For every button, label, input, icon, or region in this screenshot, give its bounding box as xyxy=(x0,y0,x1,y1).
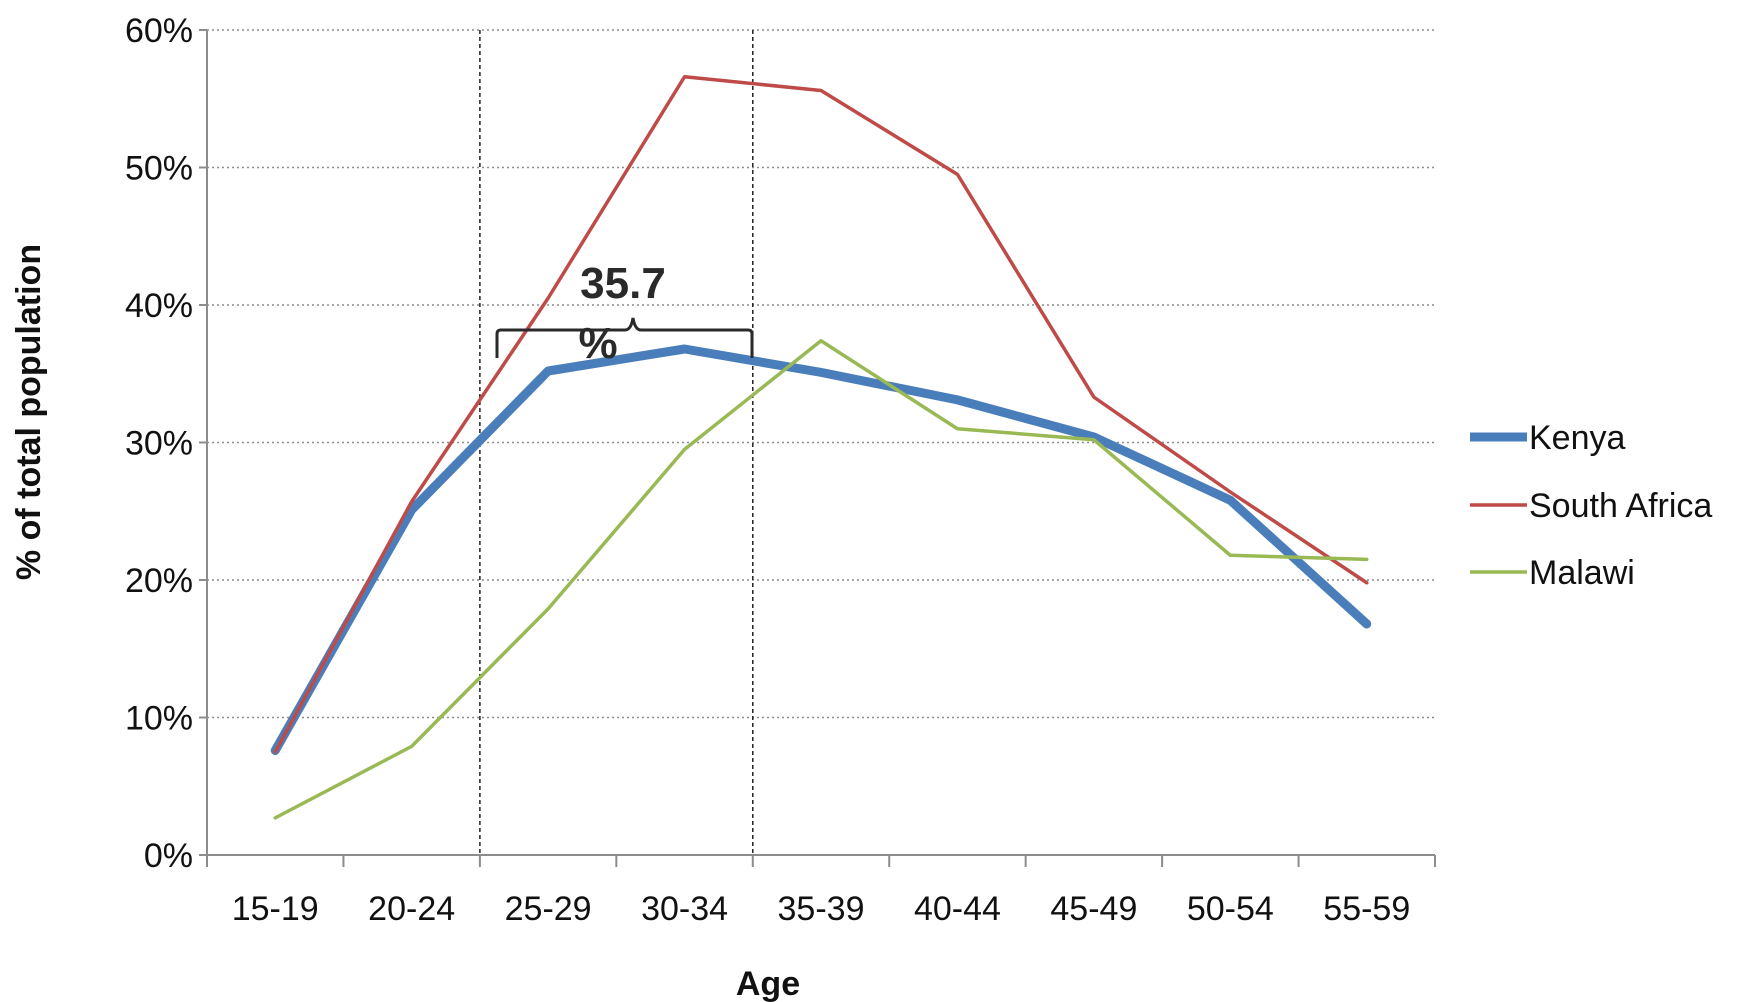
x-axis-title: Age xyxy=(736,965,800,1002)
y-tick-label: 50% xyxy=(125,150,193,188)
x-tick-label: 45-49 xyxy=(1050,890,1137,928)
y-axis-title: % of total population xyxy=(10,244,48,580)
series-lines xyxy=(270,75,1372,820)
x-tick-label: 25-29 xyxy=(505,890,592,928)
series-line-malawi xyxy=(273,339,1369,820)
series-line-kenya xyxy=(270,344,1372,755)
y-tick-label: 30% xyxy=(125,425,193,463)
x-tick-label: 20-24 xyxy=(368,890,455,928)
gridlines xyxy=(199,29,1435,856)
x-tick-label: 55-59 xyxy=(1323,890,1410,928)
legend-label: Kenya xyxy=(1529,419,1625,457)
x-tick-label: 15-19 xyxy=(232,890,319,928)
y-tick-label: 60% xyxy=(125,12,193,50)
x-tick-labels: 15-19 20-24 25-29 30-34 35-39 40-44 45-49 50-54… xyxy=(232,890,1411,928)
axes xyxy=(206,30,1436,867)
series-line-south-africa xyxy=(273,75,1369,754)
x-tick-label: 50-54 xyxy=(1187,890,1274,928)
annotation-unit: % xyxy=(578,319,617,368)
annotation-value: 35.7 xyxy=(580,259,666,308)
x-tick-label: 40-44 xyxy=(914,890,1001,928)
reference-lines xyxy=(479,30,754,855)
bracket-shape xyxy=(495,317,754,358)
legend-label: Malawi xyxy=(1529,554,1635,592)
y-tick-label: 10% xyxy=(125,700,193,738)
x-tick-label: 35-39 xyxy=(778,890,865,928)
x-tick-label: 30-34 xyxy=(641,890,728,928)
legend-label: South Africa xyxy=(1529,487,1712,525)
y-tick-labels: 0% 10% 20% 30% 40% 50% 60% xyxy=(125,12,193,875)
bracket-annotation: 35.7 % xyxy=(495,259,754,368)
y-tick-label: 20% xyxy=(125,562,193,600)
y-tick-label: 40% xyxy=(125,287,193,325)
legend: Kenya South Africa Malawi xyxy=(1470,419,1712,592)
y-tick-label: 0% xyxy=(144,837,193,875)
